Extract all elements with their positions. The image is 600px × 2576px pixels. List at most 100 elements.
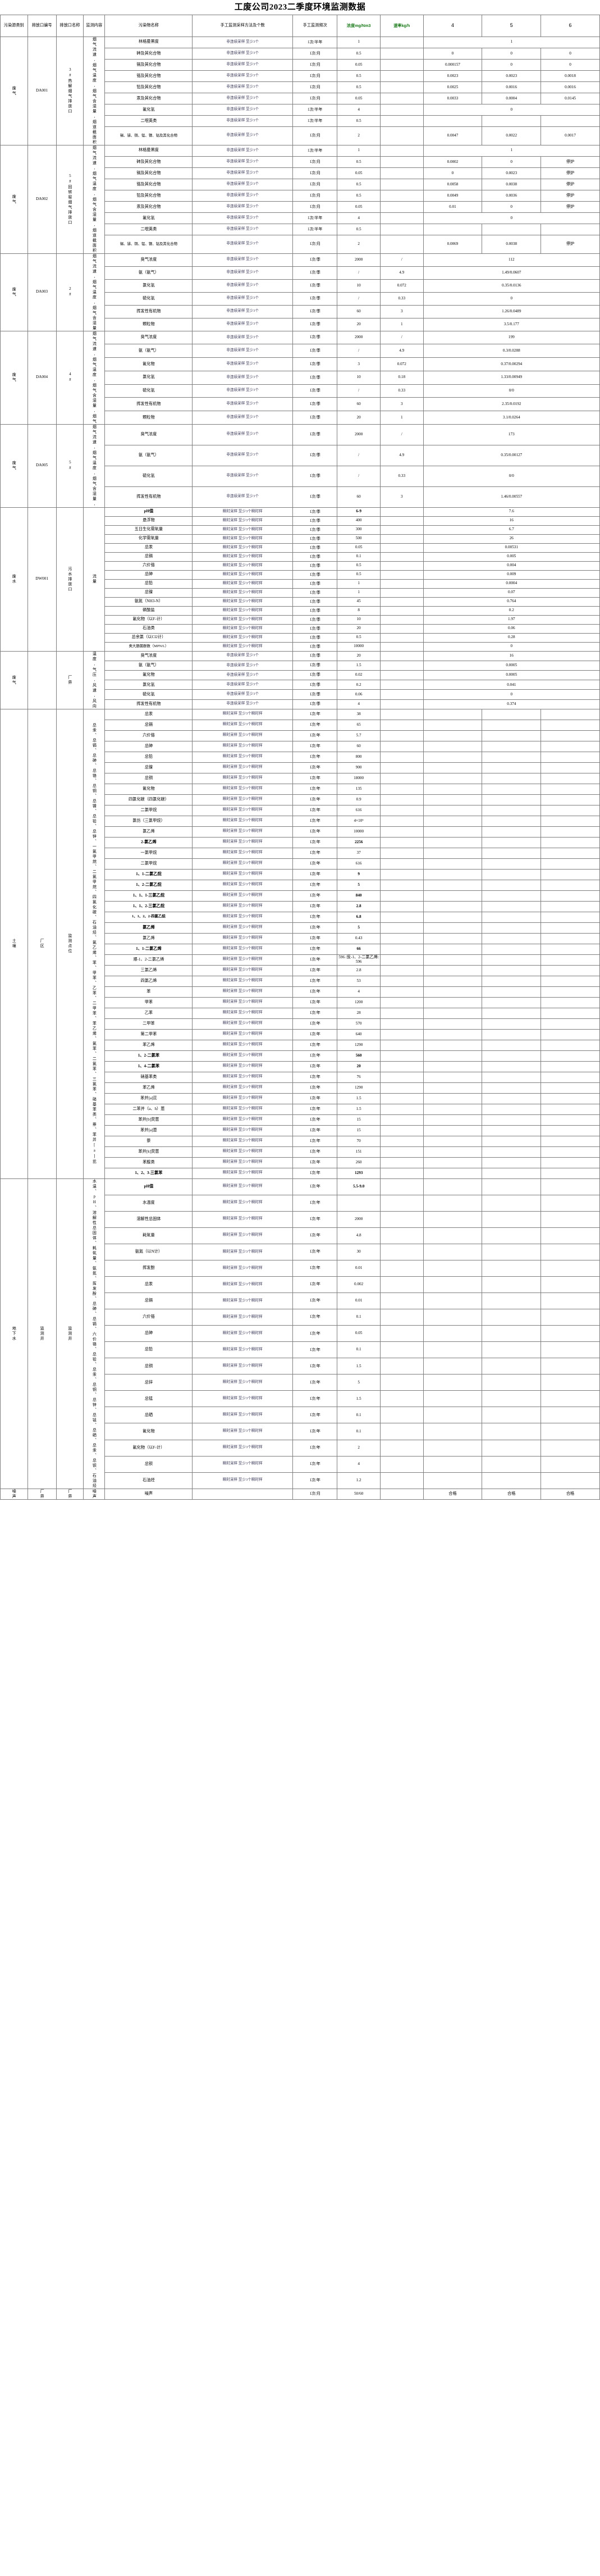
cell-rate (379, 1292, 424, 1310)
cell-measure-6: 停炉 (541, 167, 600, 179)
cell-pollutant-name: 苯并[b]荧蒽 (104, 1114, 193, 1126)
cell-sampling-method: 非连续采样 至少3个 (192, 397, 294, 411)
table-row: 废气 DA004 4# 烟气流速,烟气温度,烟气含湿量,烟气 臭气浓度 非连续采样 至少3… (0, 330, 600, 425)
cell-measure-4 (423, 1039, 483, 1051)
monitor-content-label: 噪声 (92, 1489, 97, 1499)
cell-concentration: 9 (337, 868, 381, 880)
cell-frequency: 1次/年 (292, 1135, 338, 1147)
outlet-code-wrap: 厂界 (29, 1489, 56, 1499)
cell-rate (379, 579, 424, 589)
cell-concentration: 60 (337, 740, 381, 752)
outlet-name-wrap: 5#回转窑烟气排放口 (57, 174, 83, 225)
cell-measure-5 (482, 1243, 542, 1260)
cell-concentration: 596 /反-1、2-二氯乙烯: 596 (337, 954, 381, 966)
cell-frequency: 1次/年 (292, 900, 338, 912)
cell-concentration: 1.5 (337, 660, 381, 671)
cell-concentration: 6.8 (337, 911, 381, 923)
cell-pollutant-name: 六价铬 (104, 1309, 193, 1326)
cell-concentration: 60 (337, 397, 381, 411)
cell-frequency: 1次/月 (292, 189, 338, 202)
outlet-code-label: DA004 (35, 375, 48, 380)
cell-source-type: 废水 (0, 507, 28, 652)
table-row: 铬及其化合物 非连续采样 至少3个 1次/月 0.5 0.0058 0.0038 停炉 (1, 178, 600, 190)
cell-measure-6: 停炉 (541, 235, 600, 254)
cell-measure-6 (541, 868, 600, 880)
cell-measure-4 (423, 932, 483, 944)
cell-concentration: 0.01 (337, 1259, 381, 1277)
cell-frequency: 1次/月 (292, 58, 338, 71)
cell-measure-4 (423, 1071, 483, 1083)
cell-measure-6 (541, 847, 600, 859)
cell-rate (379, 740, 424, 752)
cell-source-type: 废气 (0, 330, 28, 425)
cell-frequency: 1次/年 (292, 1103, 338, 1115)
cell-measure-5 (482, 847, 542, 859)
monitor-content-label: 烟气流速,烟气温度,烟气含湿量, (92, 424, 97, 507)
cell-monitor-content: 水温、pH、溶解性总固体、耗氧量、氨氮、挥发酚、总砷、总镉、六价铬、总铅、总汞、… (83, 1178, 106, 1489)
cell-measure-6: 0.0018 (541, 70, 600, 82)
cell-sampling-method: 非连续采样 至少3个 (192, 279, 294, 293)
cell-measure-4 (423, 868, 483, 880)
cell-frequency: 1次/年 (292, 1341, 338, 1359)
source-type-label: 废气 (12, 372, 17, 383)
cell-concentration: 15 (337, 1114, 381, 1126)
cell-measure-5 (482, 740, 542, 752)
source-type-label: 地下水 (12, 1326, 17, 1341)
cell-measure-4 (423, 890, 483, 902)
cell-frequency: 1次/年 (292, 1093, 338, 1104)
cell-measure-4 (423, 1125, 483, 1136)
cell-rate (379, 1114, 424, 1126)
cell-concentration: 300 (337, 525, 381, 535)
cell-measure-5 (482, 836, 542, 848)
cell-rate (379, 815, 424, 827)
table-row: 苯胺类 瞬时采样 至少3个瞬时样 1次/年 260 (1, 1157, 600, 1168)
cell-measure-4 (423, 1167, 483, 1179)
cell-concentration: 840 (337, 890, 381, 902)
cell-concentration: 0.5 (337, 189, 381, 202)
cell-measure-merged: 0.35/0.0136 (423, 279, 600, 293)
cell-concentration: / (337, 344, 381, 358)
cell-rate (379, 47, 424, 60)
table-row: 废水 DW001 污水排放口 流量 pH值 瞬时采样 至少3个瞬时样 1次/季 6-9 7.6 (0, 507, 600, 652)
cell-frequency: 1次/季 (292, 317, 338, 331)
cell-sampling-method: 瞬时采样 至少3个瞬时样 (192, 922, 294, 934)
cell-rate (379, 1194, 424, 1212)
cell-concentration: 20 (337, 317, 381, 331)
cell-concentration: 20 (337, 1061, 381, 1072)
cell-sampling-method: 瞬时采样 至少3个瞬时样 (192, 932, 294, 944)
cell-sampling-method: 非连续采样 至少3个 (192, 370, 294, 385)
cell-concentration: 10 (337, 615, 381, 625)
table-row: 挥发性有机物 非连续采样 至少3个 1次/季 60 3 1.26/0.0489 (1, 304, 600, 318)
source-type-wrap: 废气 (1, 86, 27, 96)
cell-measure-6 (541, 1259, 600, 1277)
cell-measure-merged: 0 (423, 689, 600, 700)
cell-measure-6 (541, 1146, 600, 1158)
cell-sampling-method: 非连续采样 至少3个 (192, 486, 294, 508)
cell-concentration: 0.1 (337, 1341, 381, 1359)
cell-pollutant-name: 磷酸盐 (104, 606, 193, 616)
cell-sampling-method: 非连续采样 至少3个 (192, 189, 294, 202)
cell-measure-5 (482, 879, 542, 891)
source-type-wrap: 土壤 (1, 939, 27, 949)
cell-sampling-method: 非连续采样 至少3个 (192, 384, 294, 398)
cell-source-type: 废气 (0, 36, 28, 145)
cell-measure-6 (541, 1472, 600, 1489)
monitor-content-wrap: 流量 (84, 574, 104, 584)
cell-sampling-method: 瞬时采样 至少3个瞬时样 (192, 1018, 294, 1030)
cell-rate (379, 826, 424, 838)
cell-measure-6 (541, 836, 600, 848)
cell-sampling-method: 非连续采样 至少3个 (192, 81, 294, 93)
table-row: 氨氮（NH3-N） 瞬时采样 至少3个瞬时样 1次/季 45 0.764 (1, 597, 600, 607)
cell-concentration: 0.5 (337, 561, 381, 571)
table-row: 硫化氢 非连续采样 至少3个 1次/季/0.33 0/0 (1, 384, 600, 398)
cell-sampling-method: 瞬时采样 至少3个瞬时样 (192, 534, 294, 544)
cell-frequency: 1次/季 (292, 660, 338, 671)
source-type-wrap: 废气 (1, 675, 27, 685)
cell-sampling-method: 瞬时采样 至少3个瞬时样 (192, 1358, 294, 1375)
cell-sampling-method: 瞬时采样 至少3个瞬时样 (192, 615, 294, 625)
cell-measure-5 (482, 1423, 542, 1440)
cell-rate (379, 708, 424, 720)
cell-concentration: 1.5 (337, 1358, 381, 1375)
cell-pollutant-name: 总铜 (104, 772, 193, 784)
cell-frequency: 1次/年 (292, 772, 338, 784)
